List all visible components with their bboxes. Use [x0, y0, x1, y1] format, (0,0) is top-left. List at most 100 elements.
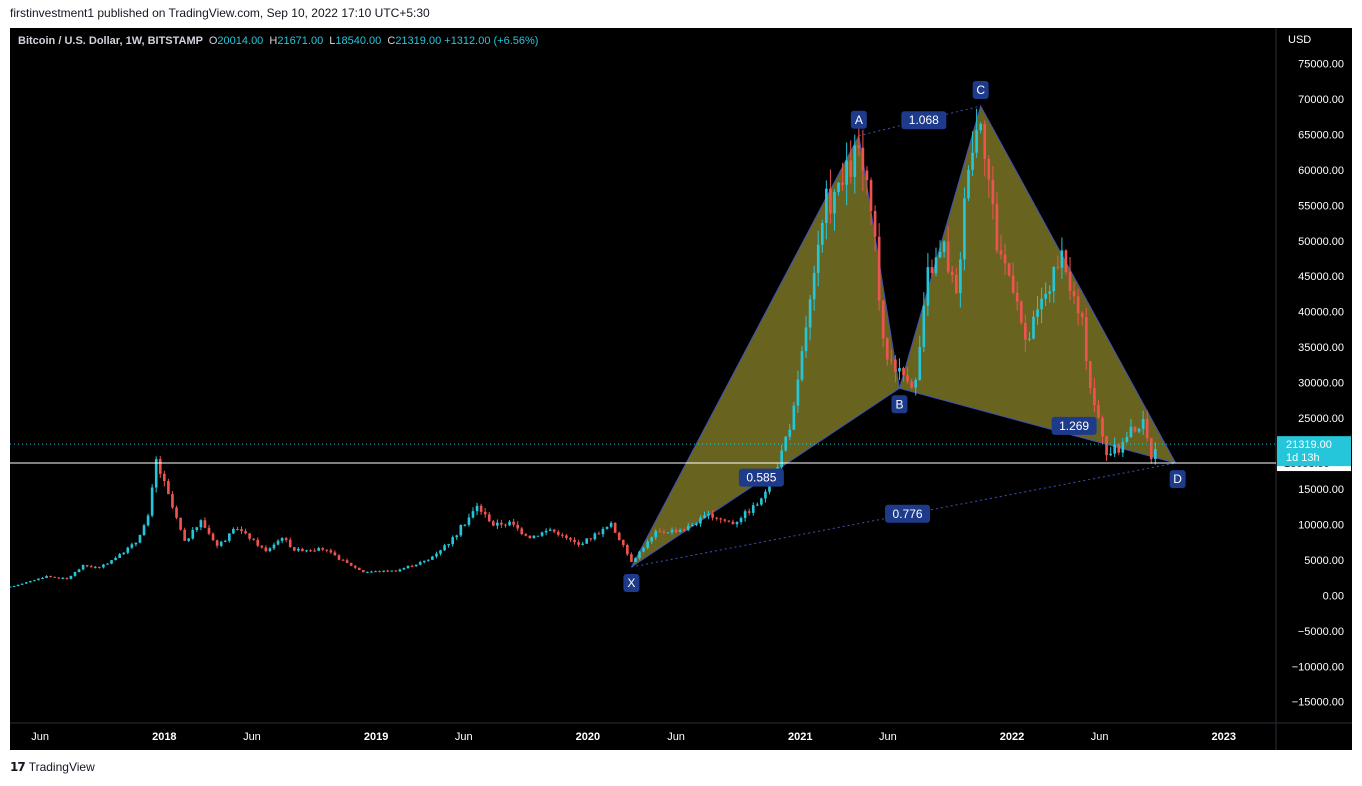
- price-axis-tick-label: 45000.00: [1298, 271, 1344, 283]
- footer-brand[interactable]: 17 TradingView: [10, 760, 95, 774]
- candle-body: [268, 548, 272, 552]
- candle-body: [77, 569, 81, 572]
- candle-body: [719, 518, 723, 520]
- candle-body: [544, 530, 548, 533]
- candle-body: [1101, 417, 1104, 437]
- candle-body: [175, 507, 178, 518]
- candle-body: [394, 570, 398, 572]
- candle-body: [431, 556, 434, 560]
- candle-body: [812, 272, 816, 300]
- candle-body: [240, 529, 243, 532]
- candle-body: [581, 543, 584, 545]
- time-axis-tick-label: Jun: [667, 731, 685, 743]
- candle-body: [211, 533, 215, 541]
- candle-body: [1089, 361, 1092, 389]
- candle-body: [1097, 405, 1100, 418]
- candle-body: [654, 531, 658, 538]
- candle-body: [118, 554, 121, 558]
- candle-body: [353, 565, 357, 568]
- candle-body: [191, 529, 195, 539]
- price-axis-tick-label: 10000.00: [1298, 519, 1344, 531]
- candle-body: [755, 504, 759, 506]
- candle-body: [715, 517, 719, 519]
- candle-body: [1048, 291, 1052, 294]
- candle-body: [690, 524, 694, 526]
- candle-body: [609, 522, 613, 527]
- candle-body: [1011, 275, 1015, 293]
- candle-body: [1129, 426, 1133, 438]
- candle-body: [524, 534, 528, 536]
- candle-body: [345, 560, 349, 563]
- price-axis-tick-label: 60000.00: [1298, 165, 1344, 177]
- candle-body: [28, 580, 32, 583]
- candle-body: [1068, 272, 1072, 291]
- candle-body: [390, 570, 394, 572]
- candle-body: [711, 513, 714, 518]
- time-axis-tick-label: 2021: [788, 731, 812, 743]
- candle-body: [1105, 436, 1108, 456]
- publisher-header: firstinvestment1 published on TradingVie…: [10, 6, 430, 20]
- time-axis-tick-label: 2023: [1212, 731, 1236, 743]
- price-axis-tick-label: −5000.00: [1298, 626, 1344, 638]
- candle-body: [723, 519, 727, 521]
- candle-body: [552, 529, 556, 532]
- time-axis-tick-label: 2018: [152, 731, 176, 743]
- candle-body: [1125, 437, 1129, 443]
- candle-body: [106, 563, 109, 565]
- candle-body: [784, 436, 788, 451]
- candle-body: [760, 498, 763, 505]
- footer-brand-text: TradingView: [28, 760, 95, 774]
- candle-body: [954, 275, 958, 293]
- candle-body: [841, 182, 844, 185]
- candle-body: [536, 535, 540, 537]
- candle-body: [1003, 254, 1007, 264]
- candle-body: [1032, 316, 1035, 339]
- price-axis-tick-label: 35000.00: [1298, 342, 1344, 354]
- candle-body: [934, 257, 938, 274]
- last-price-tag: [1277, 436, 1351, 467]
- candle-body: [800, 351, 804, 380]
- pattern-point-box: [850, 110, 867, 129]
- candle-body: [491, 521, 495, 526]
- candle-body: [297, 548, 300, 551]
- candle-body: [418, 562, 422, 565]
- candle-body: [329, 550, 333, 553]
- candle-body: [975, 130, 978, 153]
- candle-body: [341, 559, 345, 561]
- candle-body: [301, 548, 304, 552]
- candle-body: [439, 550, 442, 554]
- candle-body: [150, 487, 154, 516]
- time-axis-tick-label: 2020: [576, 731, 600, 743]
- price-axis-tick-label: 25000.00: [1298, 413, 1344, 425]
- candle-body: [93, 566, 97, 568]
- candle-body: [764, 491, 767, 499]
- ratio-label-text: 1.068: [909, 113, 939, 127]
- candle-body: [138, 534, 142, 543]
- candle-body: [942, 241, 946, 252]
- time-axis-tick-label: Jun: [243, 731, 261, 743]
- candle-body: [1084, 317, 1088, 362]
- candle-body: [548, 529, 552, 531]
- candle-body: [597, 533, 601, 535]
- candle-body: [20, 583, 24, 585]
- candle-body: [1076, 296, 1080, 314]
- candle-body: [963, 198, 966, 260]
- legend-open-value: 20014.00: [217, 35, 264, 47]
- candle-body: [658, 531, 662, 533]
- candle-body: [845, 160, 848, 185]
- candle-body: [1024, 322, 1027, 340]
- candle-body: [890, 359, 893, 361]
- publisher-text: firstinvestment1 published on TradingVie…: [10, 6, 430, 20]
- candle-body: [1080, 313, 1084, 318]
- candle-body: [1117, 444, 1121, 453]
- candle-body: [869, 180, 873, 211]
- candle-body: [463, 524, 467, 526]
- legend-low-label: L: [329, 35, 336, 47]
- candle-body: [1056, 266, 1060, 268]
- ratio-label-text: 0.585: [746, 471, 776, 485]
- candle-body: [317, 548, 320, 551]
- candle-body: [561, 534, 564, 536]
- candle-body: [158, 459, 162, 474]
